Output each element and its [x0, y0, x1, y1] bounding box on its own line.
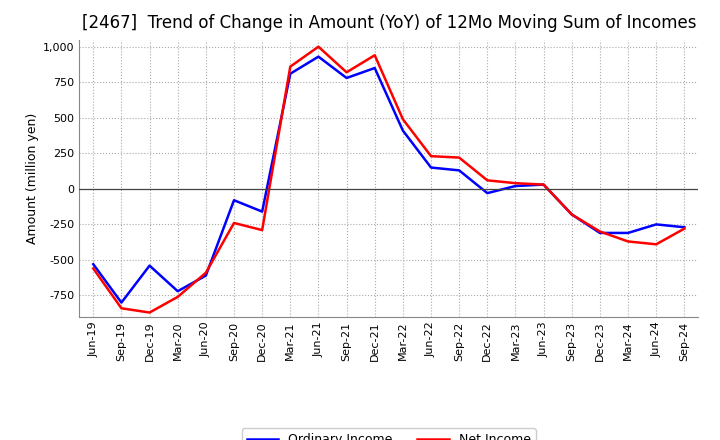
Legend: Ordinary Income, Net Income: Ordinary Income, Net Income [242, 429, 536, 440]
Net Income [145, 310, 154, 315]
Net Income [427, 154, 436, 159]
Ordinary Income [399, 128, 408, 133]
Net Income [567, 212, 576, 217]
Ordinary Income [89, 261, 98, 267]
Ordinary Income [202, 273, 210, 278]
Net Income [624, 239, 632, 244]
Ordinary Income [174, 289, 182, 294]
Ordinary Income [483, 191, 492, 196]
Net Income [342, 70, 351, 75]
Ordinary Income [455, 168, 464, 173]
Title: [2467]  Trend of Change in Amount (YoY) of 12Mo Moving Sum of Incomes: [2467] Trend of Change in Amount (YoY) o… [81, 15, 696, 33]
Ordinary Income [652, 222, 660, 227]
Net Income [370, 53, 379, 58]
Ordinary Income [117, 300, 126, 305]
Ordinary Income [230, 198, 238, 203]
Line: Ordinary Income: Ordinary Income [94, 57, 684, 303]
Net Income [652, 242, 660, 247]
Net Income [89, 266, 98, 271]
Net Income [595, 229, 604, 234]
Ordinary Income [624, 230, 632, 235]
Ordinary Income [680, 224, 688, 230]
Ordinary Income [286, 71, 294, 77]
Net Income [314, 44, 323, 49]
Y-axis label: Amount (million yen): Amount (million yen) [26, 113, 39, 244]
Net Income [286, 64, 294, 69]
Ordinary Income [342, 75, 351, 81]
Ordinary Income [539, 182, 548, 187]
Net Income [258, 227, 266, 233]
Net Income [117, 306, 126, 311]
Net Income [539, 182, 548, 187]
Net Income [455, 155, 464, 160]
Net Income [399, 117, 408, 122]
Ordinary Income [314, 54, 323, 59]
Line: Net Income: Net Income [94, 47, 684, 312]
Net Income [483, 178, 492, 183]
Net Income [174, 294, 182, 300]
Ordinary Income [567, 212, 576, 217]
Ordinary Income [427, 165, 436, 170]
Net Income [680, 226, 688, 231]
Ordinary Income [595, 230, 604, 235]
Net Income [511, 180, 520, 186]
Ordinary Income [370, 66, 379, 71]
Ordinary Income [145, 263, 154, 268]
Net Income [230, 220, 238, 226]
Ordinary Income [258, 209, 266, 214]
Net Income [202, 270, 210, 275]
Ordinary Income [511, 183, 520, 189]
